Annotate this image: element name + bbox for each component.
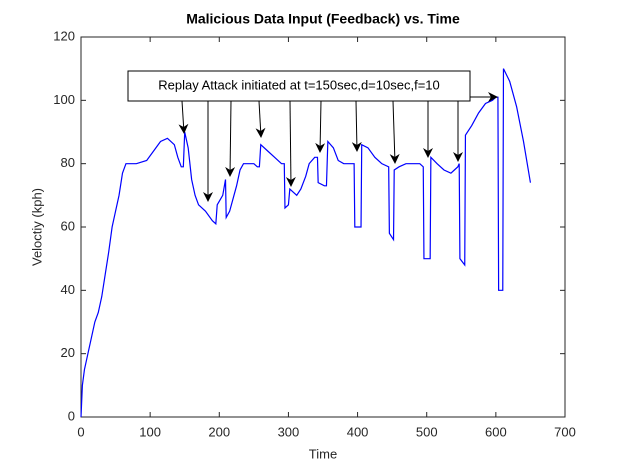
annotation: Replay Attack initiated at t=150sec,d=10… [127,70,498,202]
x-tick-label: 100 [139,424,161,439]
x-tick-label: 500 [416,424,438,439]
x-tick-label: 300 [278,424,300,439]
arrow [225,100,236,177]
y-axis-label: Veloctiy (kph) [29,188,44,266]
arrow [351,100,362,152]
x-axis-label: Time [309,446,337,461]
arrow [389,100,400,164]
x-tick-label: 200 [208,424,230,439]
x-tick-label: 0 [77,424,84,439]
y-tick-label: 80 [61,155,75,170]
data-line [80,68,532,418]
y-tick-label: 100 [53,92,75,107]
arrow [285,100,296,187]
x-tick-label: 700 [554,424,576,439]
arrow [315,100,326,153]
x-tick-label: 600 [485,424,507,439]
y-tick-label: 120 [53,28,75,43]
y-tick-label: 20 [61,345,75,360]
annotation-box [127,70,471,102]
annotation-text: Replay Attack initiated at t=150sec,d=10… [158,77,440,92]
y-tick-label: 0 [68,408,75,423]
y-tick-label: 40 [61,282,75,297]
arrow [178,100,189,134]
plot: 0 100 200 300 400 500 600 700 0 20 40 60 80 100 120 [53,28,576,439]
y-tick-label: 60 [61,218,75,233]
x-tick-label: 400 [347,424,369,439]
chart-title: Malicious Data Input (Feedback) vs. Time [186,11,460,27]
arrow [255,100,266,138]
